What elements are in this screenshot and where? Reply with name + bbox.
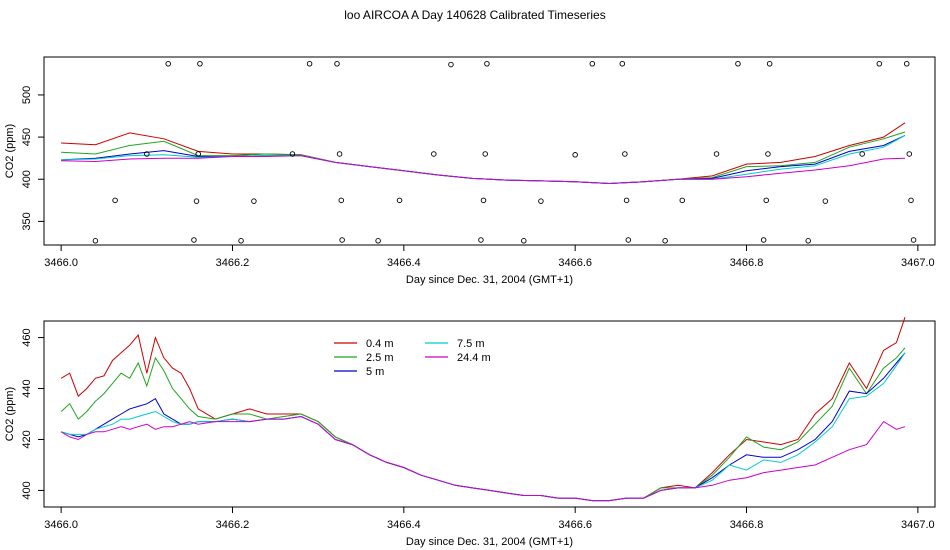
scatter-point <box>906 151 913 157</box>
scatter-point <box>197 60 203 67</box>
x-tick-label: 3466.8 <box>730 257 764 269</box>
scatter-point <box>193 198 200 204</box>
y-tick-label: 500 <box>21 86 33 104</box>
series-line-7-5-m <box>61 134 906 185</box>
series-line-5-m <box>60 352 906 502</box>
scatter-point <box>195 151 201 157</box>
scatter-point <box>144 151 150 157</box>
y-tick-label: 420 <box>21 430 33 448</box>
scatter-point <box>482 151 488 157</box>
scatter-point <box>910 237 917 243</box>
scatter-point <box>822 198 829 204</box>
x-tick-label: 3466.4 <box>387 519 421 531</box>
scatter-point <box>431 151 437 157</box>
scatter-point <box>876 60 883 67</box>
x-tick-label: 3466.2 <box>216 519 250 531</box>
scatter-point <box>375 238 381 244</box>
scatter-point <box>484 60 490 67</box>
y-tick-label: 450 <box>21 128 33 146</box>
x-tick-label: 3466.4 <box>387 257 421 269</box>
scatter-point <box>735 60 741 67</box>
y-tick-label: 460 <box>21 328 33 346</box>
scatter-point <box>306 60 313 67</box>
scatter-point <box>191 237 197 243</box>
scatter-point <box>336 151 343 157</box>
scatter-point <box>339 237 345 243</box>
scatter-point <box>521 238 527 244</box>
x-axis-label: Day since Dec. 31, 2004 (GMT+1) <box>406 274 573 286</box>
scatter-point <box>238 238 244 244</box>
scatter-point <box>765 151 771 157</box>
scatter-point <box>538 198 544 204</box>
scatter-point <box>480 197 487 204</box>
scatter-point <box>859 151 865 157</box>
x-tick-label: 3467.0 <box>901 257 935 269</box>
x-tick-label: 3466.0 <box>44 519 78 531</box>
scatter-point <box>289 151 296 157</box>
scatter-point <box>396 197 403 204</box>
y-tick-label: 350 <box>21 212 33 230</box>
scatter-point <box>448 61 454 68</box>
x-tick-label: 3466.2 <box>216 257 250 269</box>
scatter-point <box>623 197 630 204</box>
plot-frame <box>43 320 936 508</box>
y-axis-label: CO2 (ppm) <box>4 387 16 441</box>
scatter-point <box>622 151 628 157</box>
scatter-point <box>165 60 171 67</box>
scatter-point <box>338 197 345 204</box>
legend-label: 24.4 m <box>457 352 491 364</box>
scatter-point <box>334 60 340 67</box>
scatter-point <box>112 197 118 204</box>
scatter-point <box>679 197 686 204</box>
panel-1: 3466.0 3466.2 3466.4 3466.6 3466.8 3467.0 350 4… <box>4 56 936 286</box>
scatter-point <box>760 237 767 243</box>
panel-2: 3466.0 3466.2 3466.4 3466.6 3466.8 3467.0 400 4… <box>4 317 936 548</box>
scatter-point <box>805 238 811 244</box>
legend-label: 0.4 m <box>366 338 394 350</box>
scatter-point <box>92 238 99 244</box>
scatter-point <box>625 237 632 243</box>
series-line-7-5-m <box>60 352 906 502</box>
legend-label: 2.5 m <box>366 352 394 364</box>
scatter-point <box>251 198 257 204</box>
scatter-point <box>763 197 769 204</box>
x-axis-label: Day since Dec. 31, 2004 (GMT+1) <box>406 536 573 548</box>
legend-label: 5 m <box>366 366 384 378</box>
y-tick-label: 440 <box>21 379 33 397</box>
x-tick-label: 3466.6 <box>558 519 592 531</box>
scatter-point <box>662 238 668 244</box>
y-tick-label: 400 <box>21 170 33 188</box>
series-line-24-4-m <box>60 415 906 502</box>
scatter-point <box>766 60 773 67</box>
y-axis-label: CO2 (ppm) <box>4 124 16 178</box>
scatter-point <box>589 60 596 67</box>
x-tick-label: 3466.0 <box>44 257 78 269</box>
series-line-5-m <box>61 134 906 185</box>
scatter-point <box>908 197 914 204</box>
chart-title: loo AIRCOA A Day 140628 Calibrated Times… <box>344 8 606 22</box>
scatter-point <box>619 60 626 67</box>
plot-frame <box>43 56 936 246</box>
legend-label: 7.5 m <box>457 338 485 350</box>
scatter-point <box>713 151 720 157</box>
x-tick-label: 3467.0 <box>901 519 935 531</box>
y-tick-label: 400 <box>21 481 33 499</box>
legend: 0.4 m 2.5 m 5 m 7.5 m 24.4 m <box>334 338 491 378</box>
scatter-point <box>903 60 910 67</box>
series-line-24-4-m <box>61 155 906 185</box>
scatter-point <box>572 152 578 158</box>
x-tick-label: 3466.6 <box>558 257 592 269</box>
scatter-point <box>478 237 484 243</box>
x-tick-label: 3466.8 <box>730 519 764 531</box>
